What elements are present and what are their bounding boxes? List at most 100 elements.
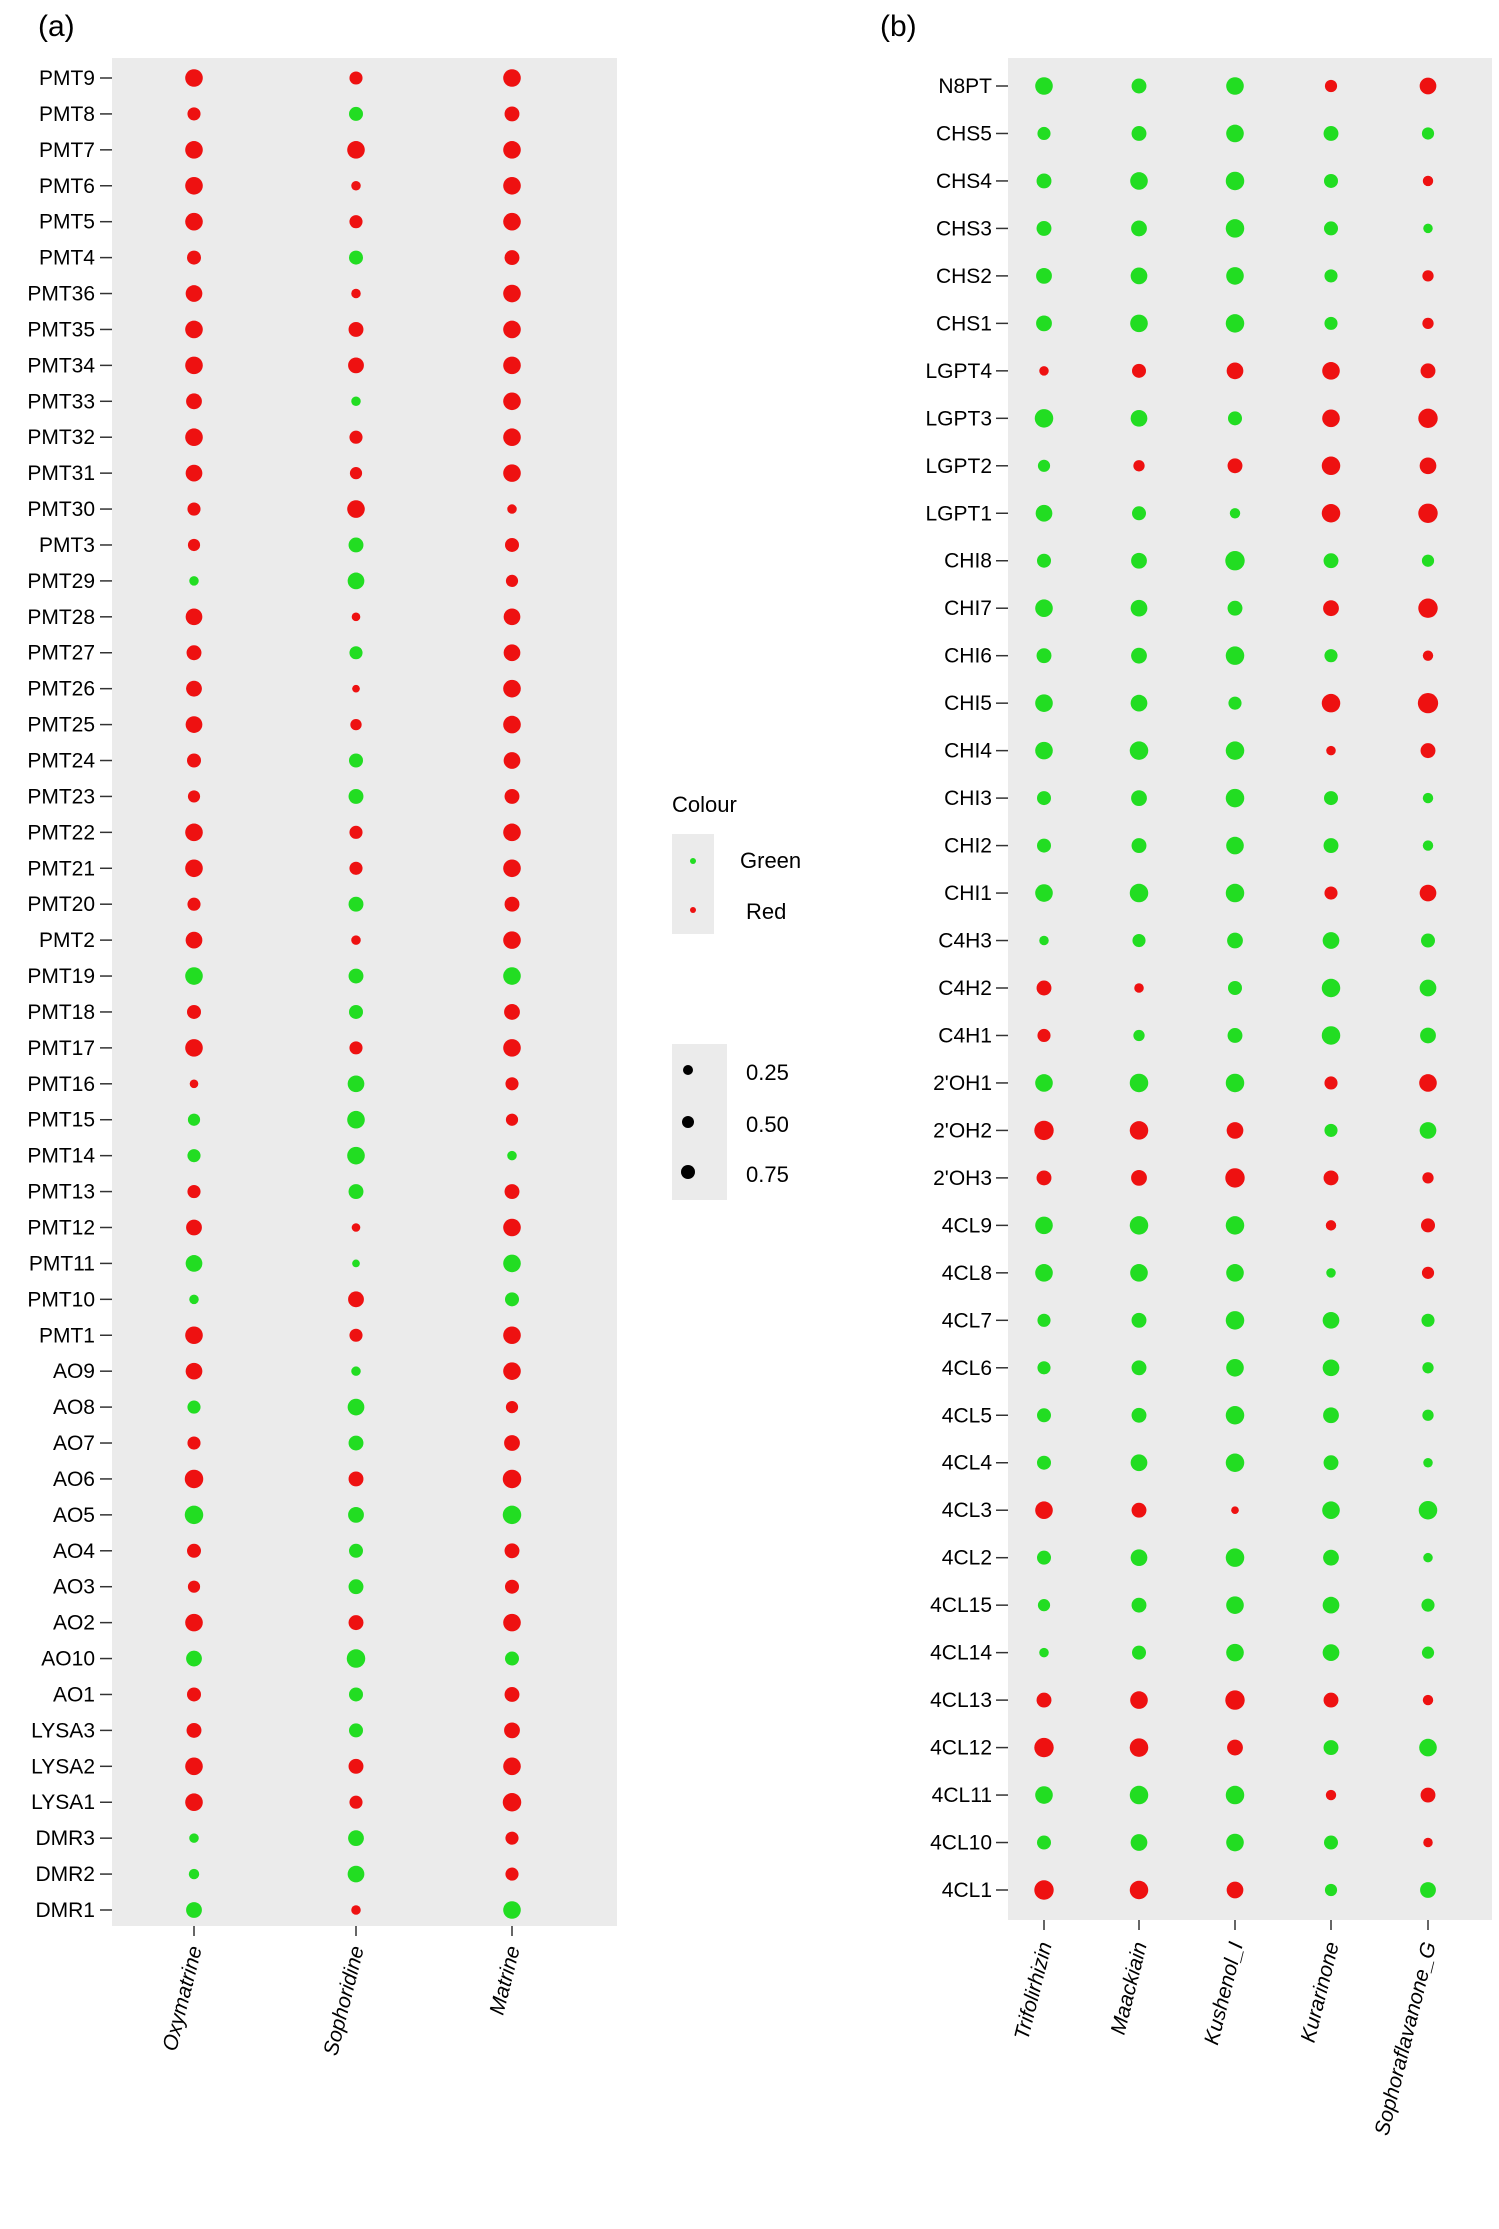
dot-4cl14-kurarinone <box>1322 1644 1340 1661</box>
dot-4cl13-kushenol-i <box>1225 1690 1245 1710</box>
y-tick-label-pmt35: PMT35 <box>27 318 95 341</box>
dot-ao10-oxymatrine <box>186 1650 202 1667</box>
dot-lysa1-matrine <box>502 1792 522 1812</box>
dot-4cl4-kushenol-i <box>1225 1453 1245 1472</box>
dot-4cl15-maackiain <box>1131 1597 1147 1613</box>
dot-4cl10-sophoraflavanone-g <box>1423 1837 1433 1848</box>
dot-n8pt-kushenol-i <box>1226 77 1244 95</box>
dot-c4h3-maackiain <box>1132 933 1146 948</box>
y-tick-label-pmt13: PMT13 <box>27 1181 95 1204</box>
dot-chs1-kushenol-i <box>1225 314 1245 333</box>
dot-lysa2-matrine <box>503 1757 521 1776</box>
dot-pmt26-matrine <box>503 679 521 698</box>
dot-chi3-kushenol-i <box>1225 788 1245 808</box>
dot-4cl8-trifolirhizin <box>1035 1264 1053 1282</box>
dot-4cl1-sophoraflavanone-g <box>1420 1882 1436 1898</box>
y-tick-label-4cl10: 4CL10 <box>930 1832 992 1855</box>
dot-4cl1-kushenol-i <box>1226 1881 1244 1899</box>
dot-chi7-kushenol-i <box>1227 600 1243 616</box>
y-tick-label-pmt26: PMT26 <box>27 678 95 701</box>
y-tick-label-pmt18: PMT18 <box>27 1001 95 1024</box>
dot-pmt6-sophoridine <box>351 181 361 191</box>
dot-c4h2-trifolirhizin <box>1036 980 1052 996</box>
x-tick-label-oxymatrine: Oxymatrine <box>159 1944 207 2054</box>
dot-pmt4-sophoridine <box>349 250 363 265</box>
dot-4cl5-kushenol-i <box>1225 1406 1245 1425</box>
dot-pmt31-oxymatrine <box>185 464 203 482</box>
y-tick-label-lgpt2: LGPT2 <box>925 455 992 478</box>
dot-pmt11-matrine <box>503 1254 521 1273</box>
dot-chi2-kushenol-i <box>1226 836 1244 855</box>
dot-lgpt4-kurarinone <box>1322 362 1340 380</box>
y-tick-label-pmt12: PMT12 <box>27 1216 95 1239</box>
y-tick-label-pmt24: PMT24 <box>27 750 95 773</box>
dot-chi5-maackiain <box>1130 694 1148 712</box>
panel-a-background <box>112 58 617 1926</box>
dot-pmt30-matrine <box>507 504 517 514</box>
dot-pmt22-sophoridine <box>349 825 363 839</box>
dot-pmt20-sophoridine <box>348 896 364 912</box>
dot-4cl13-trifolirhizin <box>1036 1692 1052 1708</box>
dot-ao9-matrine <box>503 1362 521 1380</box>
dot-pmt10-sophoridine <box>348 1291 364 1308</box>
dot-pmt21-matrine <box>503 859 521 878</box>
dot-c4h3-trifolirhizin <box>1039 935 1049 946</box>
y-tick-label-pmt19: PMT19 <box>27 965 95 988</box>
dot-n8pt-kurarinone <box>1324 79 1338 93</box>
dot-4cl10-maackiain <box>1130 1834 1148 1851</box>
dot-4cl12-maackiain <box>1129 1738 1149 1757</box>
dot-chs4-maackiain <box>1130 172 1148 190</box>
dot-chi6-kushenol-i <box>1225 646 1245 665</box>
y-tick-label-pmt17: PMT17 <box>27 1037 95 1060</box>
dot-pmt24-oxymatrine <box>187 753 201 768</box>
dot-chs2-kurarinone <box>1324 269 1338 283</box>
dot-pmt19-matrine <box>503 967 521 985</box>
y-tick-label-4cl7: 4CL7 <box>942 1309 992 1332</box>
dot-pmt16-sophoridine <box>347 1075 365 1093</box>
dot-4cl1-trifolirhizin <box>1034 1880 1054 1900</box>
y-tick-label-pmt2: PMT2 <box>39 929 95 952</box>
dot-pmt7-sophoridine <box>347 141 365 159</box>
dot-4cl2-trifolirhizin <box>1037 1550 1051 1565</box>
dot-pmt17-matrine <box>503 1039 521 1057</box>
dot-ao8-sophoridine <box>347 1398 365 1416</box>
dot-ao2-sophoridine <box>348 1615 364 1631</box>
dot-pmt27-sophoridine <box>349 646 363 660</box>
y-tick-label-chs2: CHS2 <box>936 265 992 288</box>
dot-chs2-kushenol-i <box>1226 267 1244 285</box>
dot-lgpt4-kushenol-i <box>1226 362 1244 380</box>
dot-4cl13-maackiain <box>1130 1691 1148 1709</box>
dot-chs5-kushenol-i <box>1226 124 1244 143</box>
dot-2-oh2-maackiain <box>1129 1121 1149 1140</box>
y-tick-label-pmt34: PMT34 <box>27 354 95 377</box>
dot-chs3-kurarinone <box>1324 221 1338 236</box>
dot-pmt4-oxymatrine <box>187 250 201 265</box>
legend-size-025-swatch <box>683 1065 693 1075</box>
dot-2-oh3-sophoraflavanone-g <box>1422 1172 1434 1184</box>
dot-c4h1-kushenol-i <box>1227 1028 1243 1043</box>
dot-pmt9-matrine <box>503 69 521 87</box>
dot-pmt7-oxymatrine <box>185 141 203 159</box>
y-tick-label-4cl1: 4CL1 <box>942 1879 992 1902</box>
y-tick-label-ao2: AO2 <box>53 1612 95 1635</box>
dot-4cl11-kurarinone <box>1325 1789 1337 1801</box>
dot-chi8-kushenol-i <box>1225 551 1245 571</box>
dot-dmr3-oxymatrine <box>189 1833 199 1843</box>
dot-pmt22-matrine <box>503 823 521 842</box>
dot-pmt3-matrine <box>505 537 519 552</box>
dot-2-oh3-kushenol-i <box>1225 1168 1245 1188</box>
dot-pmt24-matrine <box>503 752 521 769</box>
y-tick-label-dmr2: DMR2 <box>35 1863 95 1886</box>
y-tick-label-4cl14: 4CL14 <box>930 1642 992 1665</box>
dot-2-oh2-sophoraflavanone-g <box>1419 1122 1437 1139</box>
dot-pmt15-sophoridine <box>347 1110 365 1129</box>
y-tick-label-4cl8: 4CL8 <box>942 1262 992 1285</box>
y-tick-label-2-oh3: 2'OH3 <box>933 1167 992 1190</box>
y-tick-label-pmt36: PMT36 <box>27 283 95 306</box>
y-tick-label-chs1: CHS1 <box>936 312 992 335</box>
dot-lgpt2-maackiain <box>1133 460 1145 472</box>
y-tick-label-chi5: CHI5 <box>944 692 992 715</box>
y-tick-label-pmt16: PMT16 <box>27 1073 95 1096</box>
y-tick-label-chs3: CHS3 <box>936 217 992 240</box>
y-tick-label-pmt21: PMT21 <box>27 857 95 880</box>
